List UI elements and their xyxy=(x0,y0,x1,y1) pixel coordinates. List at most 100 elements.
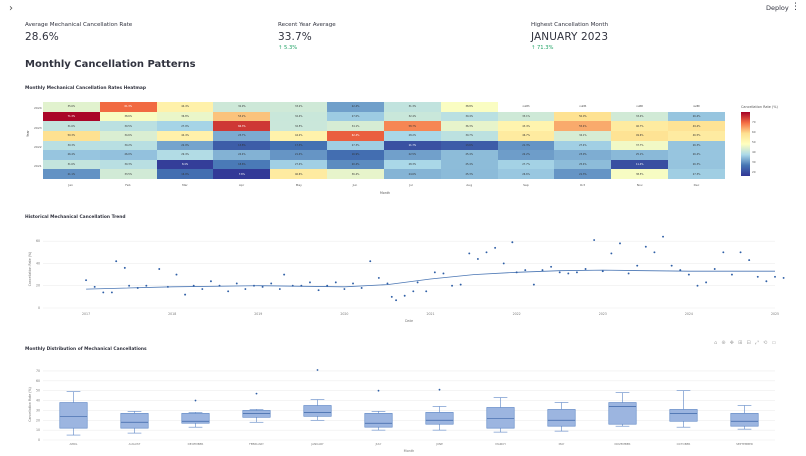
x-tick-label: DECEMBER xyxy=(188,442,204,446)
heatmap-cell: 49.4% xyxy=(668,121,725,131)
data-point xyxy=(145,284,148,287)
heatmap-cell: 58.7% xyxy=(383,121,441,131)
heatmap-cell: 11.4% xyxy=(611,159,669,170)
box xyxy=(669,409,698,422)
heatmap-cell: 50.0% xyxy=(554,111,612,122)
heatmap-cell: 35.6% xyxy=(43,102,100,112)
y-tick-label: 10 xyxy=(36,428,40,432)
data-point xyxy=(253,284,255,287)
box xyxy=(364,413,393,428)
data-point xyxy=(593,239,596,241)
box xyxy=(242,410,271,418)
data-point xyxy=(158,268,161,270)
heatmap-cell: 25.4% xyxy=(554,159,612,170)
data-point xyxy=(494,246,497,249)
data-point xyxy=(451,284,454,287)
data-point xyxy=(395,299,398,302)
y-tick-label: 70 xyxy=(36,369,40,373)
heatmap-cell: 30.5% xyxy=(99,121,157,131)
metric-value: JANUARY 2023 xyxy=(531,31,609,43)
data-point xyxy=(102,291,105,294)
heatmap-cell: 36.3% xyxy=(440,121,498,131)
data-point xyxy=(644,245,647,248)
heatmap-cell: 32.4% xyxy=(383,111,441,122)
heatmap-cell: 20.4% xyxy=(327,159,384,170)
box xyxy=(425,412,454,425)
x-tick-label: 2022 xyxy=(513,312,521,316)
main-menu-icon[interactable]: ⋮ xyxy=(791,2,800,12)
heatmap-cell: 55.4% xyxy=(554,121,612,131)
data-point xyxy=(468,252,471,255)
data-point xyxy=(175,273,178,276)
data-point xyxy=(136,286,139,289)
data-point xyxy=(713,268,716,270)
heatmap-cell: 8.4% xyxy=(156,159,214,170)
colorbar-tick: 60 xyxy=(752,130,756,134)
heatmap-cell: 33.5% xyxy=(99,169,157,179)
data-point xyxy=(515,271,518,274)
heatmap-cell: 26.4% xyxy=(43,150,100,160)
heatmap-cell: 24.6% xyxy=(383,169,441,179)
heatmap-cell: 17.3% xyxy=(270,140,328,151)
chart-toolbar[interactable]: ⌂ ⊕ ✥ ⊞ ⊟ ⤢ ⟲ ▭ xyxy=(714,340,778,346)
trend-line xyxy=(86,269,775,290)
heatmap-cell: 24.4% xyxy=(213,150,271,160)
heatmap-cell: 46.7% xyxy=(497,130,555,141)
heatmap-cell: 31.6% xyxy=(43,159,100,170)
heatmap-cell: 21.3% xyxy=(554,169,612,179)
outlier-point xyxy=(194,399,197,402)
y-tick-label: 60 xyxy=(36,379,40,383)
data-point xyxy=(476,258,479,260)
data-point xyxy=(550,265,553,268)
heatmap-cell: 28.3% xyxy=(383,159,441,170)
data-point xyxy=(610,252,613,255)
heatmap-cell: 53.2% xyxy=(213,111,271,122)
heatmap-cell: 44.2% xyxy=(270,130,328,141)
heatmap-cell: 66.3% xyxy=(213,121,271,131)
heatmap-cell: 36.8% xyxy=(156,111,214,122)
data-point xyxy=(218,284,221,287)
y-tick-label: 50 xyxy=(36,389,40,393)
heatmap-chart[interactable]: 35.6% 61.3% 44.4% 32.9% 33.2% 22.4% 31.3% 38.8%… xyxy=(43,102,725,179)
heatmap-cell: 23.9% xyxy=(554,150,612,160)
heatmap-cell: 50.3% xyxy=(43,130,100,141)
box xyxy=(486,407,515,429)
heatmap-cell: 23.7% xyxy=(213,130,271,141)
data-point xyxy=(201,288,204,291)
heatmap-cell: 13.8% xyxy=(213,140,271,151)
expand-sidebar-icon[interactable]: › xyxy=(9,3,13,14)
data-point xyxy=(352,282,354,285)
data-point xyxy=(636,264,639,267)
data-point xyxy=(584,268,587,270)
data-point xyxy=(261,285,264,288)
data-point xyxy=(386,282,389,285)
data-point xyxy=(85,279,88,282)
heatmap-cell: 32.5% xyxy=(270,121,328,131)
trend-chart[interactable]: 0 20 40 60 2017 2018 2019 2020 2021 2022 2023 2024 2… xyxy=(25,225,800,330)
deploy-button[interactable]: Deploy xyxy=(766,4,789,12)
data-point xyxy=(765,280,768,283)
boxplot-chart[interactable]: 0 10 20 30 40 50 60 70 Cancellation Rate (%) Mont… xyxy=(25,362,800,456)
heatmap-cell: 62.4% xyxy=(327,130,384,141)
metric-recent-year: Recent Year Average 33.7% ↑ 5.3% xyxy=(278,22,336,51)
heatmap-month-tick: Oct xyxy=(579,183,586,187)
heatmap-cell: 30.3% xyxy=(99,159,157,170)
data-point xyxy=(705,281,708,284)
y-tick-label: 20 xyxy=(36,418,40,422)
trend-title: Historical Mechanical Cancellation Trend xyxy=(25,215,126,220)
heatmap-cell: 44.4% xyxy=(156,130,214,141)
data-point xyxy=(184,293,187,296)
heatmap-cell: 31.3% xyxy=(383,102,441,112)
data-point xyxy=(433,271,436,274)
heatmap-cell: 38.5% xyxy=(611,169,669,179)
heatmap-cell: 49.6% xyxy=(611,130,669,141)
heatmap-cell: 26.0% xyxy=(99,150,157,160)
data-point xyxy=(128,284,131,287)
heatmap-month-tick: Mar xyxy=(182,183,188,187)
metric-label: Highest Cancellation Month xyxy=(531,22,609,28)
metric-delta: ↑ 71.3% xyxy=(531,45,608,51)
heatmap-month-tick: Jul xyxy=(409,183,414,187)
heatmap-cell: 21.1% xyxy=(43,169,100,179)
heatmap-cell: 11.7% xyxy=(383,140,441,151)
heatmap-cell: 30.4% xyxy=(440,111,498,122)
